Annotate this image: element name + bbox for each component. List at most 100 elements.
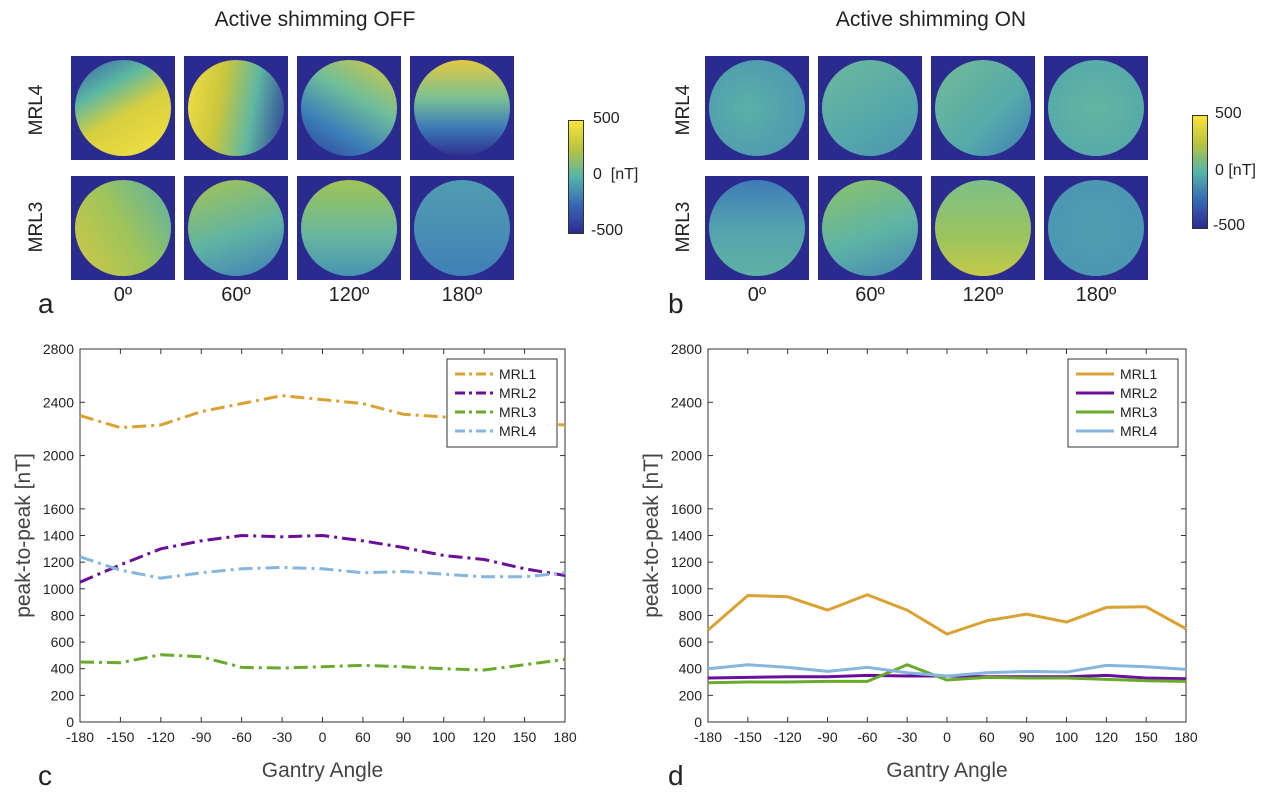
x-tick-label: -60 <box>857 729 877 745</box>
x-tick-label: -120 <box>774 729 802 745</box>
panel-a-colorbar-min: -500 <box>591 222 624 239</box>
legend-label-mrl2: MRL2 <box>499 385 537 401</box>
panel-a-letter: a <box>38 288 54 319</box>
legend-label-mrl1: MRL1 <box>1120 366 1158 382</box>
y-tick-label: 800 <box>679 607 703 623</box>
y-tick-label: 0 <box>694 714 702 730</box>
field-map-on-mrl3-120 <box>931 176 1035 280</box>
y-tick-label: 1000 <box>43 581 74 597</box>
panel-b-colorbar-max: 500 <box>1215 105 1242 122</box>
field-map-off-mrl3-60 <box>184 176 288 280</box>
panel-b-title: Active shimming ON <box>835 8 1027 31</box>
field-map-off-mrl4-180 <box>410 56 514 160</box>
field-map-off-mrl4-120 <box>297 56 401 160</box>
panel-b-angle-0: 0º <box>747 284 767 306</box>
x-tick-label: -60 <box>232 729 252 745</box>
legend-label-mrl4: MRL4 <box>499 423 537 439</box>
legend-box <box>446 358 558 448</box>
field-map-on-mrl4-120 <box>931 56 1035 160</box>
x-tick-label: 100 <box>432 729 456 745</box>
panel-a-colorbar-mid: 0 [nT] <box>593 166 639 183</box>
x-tick-label: 0 <box>319 729 327 745</box>
y-tick-label: 800 <box>51 607 75 623</box>
panel-b-colorbar-min: -500 <box>1213 217 1246 234</box>
y-axis-label: peak-to-peak [nT] <box>640 453 663 618</box>
x-tick-label: 60 <box>355 729 371 745</box>
panel-a-row-label-mrl4: MRL4 <box>26 84 47 136</box>
y-tick-label: 2000 <box>671 448 702 464</box>
y-tick-label: 400 <box>51 661 75 677</box>
x-tick-label: 180 <box>1174 729 1198 745</box>
y-tick-label: 400 <box>679 661 703 677</box>
legend-label-mrl4: MRL4 <box>1120 423 1158 439</box>
x-tick-label: -120 <box>147 729 175 745</box>
panel-c-letter: c <box>38 760 52 791</box>
x-tick-label: 180 <box>553 729 577 745</box>
field-map-off-mrl3-180 <box>410 176 514 280</box>
panel-a-angle-0: 0º <box>113 284 133 306</box>
panel-b-angle-180: 180º <box>1075 284 1117 306</box>
y-tick-label: 200 <box>679 687 703 703</box>
x-tick-label: -30 <box>897 729 917 745</box>
y-tick-label: 1000 <box>671 581 702 597</box>
field-map-on-mrl3-60 <box>818 176 922 280</box>
panel-a-angle-180: 180º <box>441 284 483 306</box>
x-tick-label: 150 <box>1134 729 1158 745</box>
field-map-on-mrl3-180 <box>1044 176 1148 280</box>
y-tick-label: 200 <box>51 687 75 703</box>
chart-c: 0200400600800100012001400160020002400280… <box>12 341 577 782</box>
x-tick-label: 0 <box>943 729 951 745</box>
y-tick-label: 1400 <box>43 528 74 544</box>
y-tick-label: 1600 <box>671 501 702 517</box>
chart-d: 0200400600800100012001400160020002400280… <box>640 341 1198 782</box>
panel-b-colorbar-mid: 0 [nT] <box>1215 162 1256 179</box>
x-tick-label: 150 <box>513 729 537 745</box>
field-map-off-mrl3-120 <box>297 176 401 280</box>
panel-b-colorbar <box>1192 115 1208 229</box>
x-tick-label: -150 <box>734 729 762 745</box>
x-tick-label: 90 <box>1019 729 1035 745</box>
x-tick-label: 60 <box>979 729 995 745</box>
legend-label-mrl3: MRL3 <box>1120 404 1158 420</box>
field-map-off-mrl4-0 <box>71 56 175 160</box>
series-line-mrl2 <box>79 534 566 584</box>
series-line-mrl4 <box>79 555 566 580</box>
x-tick-label: -90 <box>191 729 211 745</box>
x-tick-label: 120 <box>472 729 496 745</box>
y-tick-label: 0 <box>66 714 74 730</box>
y-tick-label: 2400 <box>43 394 74 410</box>
series-line-mrl3 <box>707 663 1187 685</box>
x-axis-label: Gantry Angle <box>262 759 383 782</box>
x-tick-label: -180 <box>66 729 94 745</box>
panel-b-row-label-mrl4: MRL4 <box>673 84 694 136</box>
y-tick-label: 600 <box>51 634 75 650</box>
series-line-mrl4 <box>707 663 1187 678</box>
panel-a-angle-60: 60º <box>221 284 251 306</box>
panel-a-title: Active shimming OFF <box>214 8 416 31</box>
field-map-on-mrl4-60 <box>818 56 922 160</box>
y-tick-label: 2800 <box>43 341 74 357</box>
y-tick-label: 1200 <box>671 554 702 570</box>
panel-a-row-label-mrl3: MRL3 <box>26 201 47 253</box>
y-tick-label: 2000 <box>43 448 74 464</box>
field-map-on-mrl3-0 <box>705 176 809 280</box>
y-tick-label: 2800 <box>671 341 702 357</box>
x-tick-label: -150 <box>106 729 134 745</box>
y-axis-label: peak-to-peak [nT] <box>12 453 35 618</box>
x-tick-label: -30 <box>272 729 292 745</box>
field-map-on-mrl4-180 <box>1044 56 1148 160</box>
panel-a-angle-120: 120º <box>328 284 370 306</box>
field-map-off-mrl4-60 <box>184 56 288 160</box>
series-line-mrl3 <box>79 653 566 672</box>
panel-b-row-label-mrl3: MRL3 <box>673 201 694 253</box>
x-tick-label: 120 <box>1095 729 1119 745</box>
panel-b-angle-120: 120º <box>962 284 1004 306</box>
y-tick-label: 600 <box>679 634 703 650</box>
field-map-off-mrl3-0 <box>71 176 175 280</box>
y-tick-label: 1200 <box>43 554 74 570</box>
panel-a-colorbar <box>568 120 584 234</box>
y-tick-label: 1600 <box>43 501 74 517</box>
panel-d-letter: d <box>668 760 684 791</box>
legend-label-mrl1: MRL1 <box>499 366 537 382</box>
legend-label-mrl2: MRL2 <box>1120 385 1158 401</box>
